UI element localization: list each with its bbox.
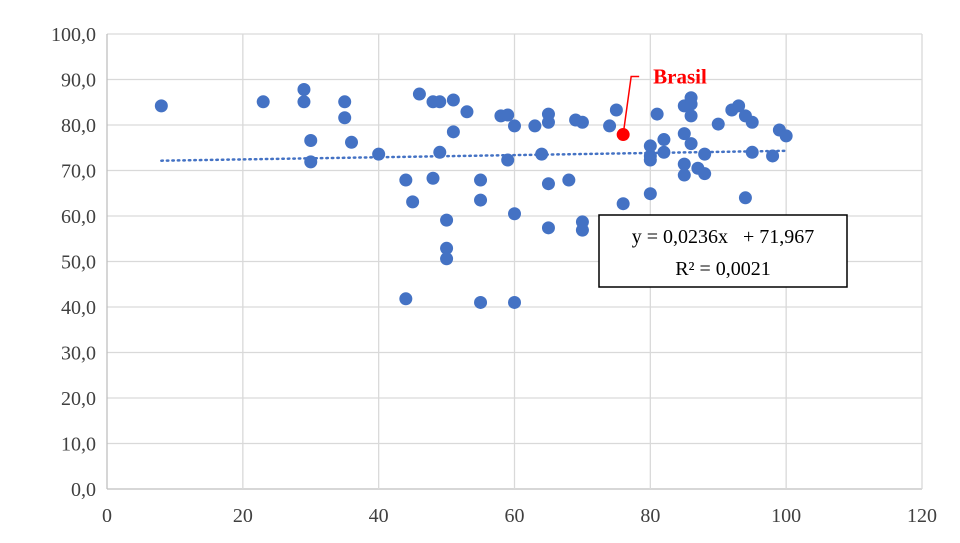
y-tick-label: 60,0 xyxy=(61,206,96,228)
data-point xyxy=(399,173,413,187)
y-tick-label: 100,0 xyxy=(51,24,96,46)
data-point xyxy=(508,119,521,133)
x-tick-label: 0 xyxy=(102,505,112,527)
y-tick-label: 90,0 xyxy=(61,70,96,92)
highlight-label: Brasil xyxy=(653,65,707,89)
y-tick-label: 20,0 xyxy=(61,388,96,410)
data-point xyxy=(297,83,311,97)
y-axis-ticks: 0,0 10,0 20,0 30,0 40,0 50,0 60,0 70,0 80,0 90,0 1… xyxy=(51,24,96,501)
data-point xyxy=(677,127,691,141)
data-point xyxy=(738,191,752,205)
data-point xyxy=(643,187,657,201)
trendline xyxy=(160,149,788,162)
x-tick-label: 60 xyxy=(505,505,525,527)
data-point xyxy=(474,193,488,207)
data-point xyxy=(711,117,725,131)
data-point xyxy=(609,103,623,117)
equation-frame xyxy=(598,214,848,288)
data-point xyxy=(643,139,657,153)
data-point xyxy=(541,177,555,191)
highlight-group: Brasil xyxy=(616,65,707,142)
data-point xyxy=(501,108,515,122)
data-point xyxy=(508,295,521,309)
data-points xyxy=(154,83,793,309)
data-point xyxy=(412,87,426,101)
equation-box: y = 0,0236x + 71,967 R² = 0,0021 xyxy=(598,214,848,288)
data-point xyxy=(426,171,440,185)
data-point xyxy=(677,168,691,182)
data-point xyxy=(154,99,168,113)
data-point xyxy=(433,95,447,109)
data-point xyxy=(677,157,691,171)
y-tick-label: 30,0 xyxy=(61,343,96,365)
data-point xyxy=(575,223,589,237)
data-point xyxy=(541,115,555,129)
data-point xyxy=(440,241,454,255)
data-point xyxy=(399,292,413,306)
data-point xyxy=(657,133,671,147)
data-point xyxy=(440,252,454,266)
x-tick-label: 120 xyxy=(907,505,937,527)
data-point xyxy=(528,119,542,133)
data-point xyxy=(745,115,759,129)
trendline-path xyxy=(160,149,788,162)
highlight-callout-line xyxy=(622,75,640,135)
data-point xyxy=(745,145,759,159)
y-tick-label: 40,0 xyxy=(61,297,96,319)
data-point xyxy=(446,125,460,139)
data-point xyxy=(616,197,630,211)
data-point xyxy=(562,173,576,187)
data-point xyxy=(575,115,589,129)
data-point xyxy=(474,173,488,187)
x-tick-label: 40 xyxy=(369,505,389,527)
data-point xyxy=(732,99,746,113)
data-point xyxy=(603,119,617,133)
data-point xyxy=(698,167,712,181)
y-tick-label: 50,0 xyxy=(61,252,96,274)
data-point xyxy=(446,93,460,107)
x-tick-label: 20 xyxy=(233,505,253,527)
data-point xyxy=(657,145,671,159)
y-tick-label: 0,0 xyxy=(71,479,96,501)
trendline-equation: y = 0,0236x + 71,967 xyxy=(632,226,815,248)
data-point xyxy=(406,195,420,209)
x-tick-label: 100 xyxy=(771,505,801,527)
x-tick-label: 80 xyxy=(640,505,660,527)
data-point xyxy=(643,153,657,167)
data-point xyxy=(684,109,698,123)
y-tick-label: 80,0 xyxy=(61,115,96,137)
data-point xyxy=(256,95,270,109)
data-point xyxy=(541,221,555,235)
data-point xyxy=(338,111,352,125)
data-point xyxy=(779,129,793,143)
data-point xyxy=(474,295,488,309)
x-axis-ticks: 0 20 40 60 80 100 120 xyxy=(102,505,937,527)
data-point xyxy=(698,147,712,161)
data-point xyxy=(508,207,521,221)
data-point xyxy=(460,105,474,119)
data-point xyxy=(297,95,311,109)
data-point xyxy=(433,145,447,159)
data-point xyxy=(372,147,386,161)
r-squared: R² = 0,0021 xyxy=(675,258,771,280)
data-point xyxy=(338,95,352,109)
data-point xyxy=(440,213,454,227)
data-point xyxy=(501,153,515,167)
data-point xyxy=(345,135,358,149)
highlight-point xyxy=(616,128,630,142)
data-point xyxy=(304,155,318,169)
data-point xyxy=(684,137,698,151)
data-point xyxy=(650,107,664,121)
y-tick-label: 70,0 xyxy=(61,161,96,183)
data-point xyxy=(684,97,698,111)
y-tick-label: 10,0 xyxy=(61,434,96,456)
data-point xyxy=(304,133,318,147)
data-point xyxy=(766,149,780,163)
data-point xyxy=(535,147,549,161)
